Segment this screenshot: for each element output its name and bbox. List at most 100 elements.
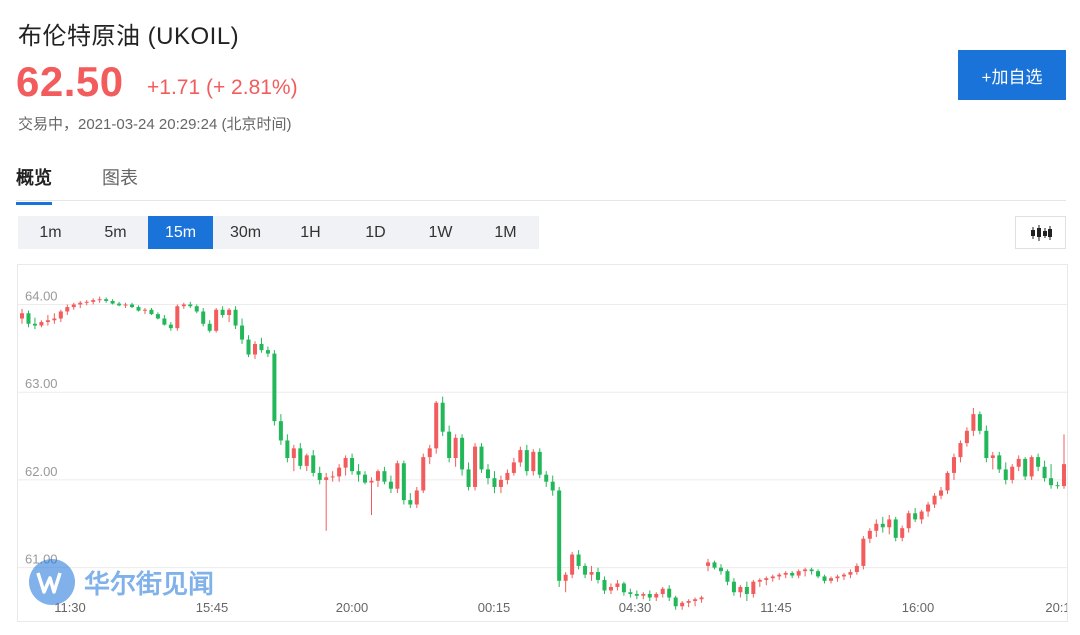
candle-body [809, 569, 814, 572]
interval-15m[interactable]: 15m [148, 216, 213, 249]
candle-body [796, 571, 801, 576]
candle-body [337, 467, 342, 477]
candle-body [744, 586, 749, 594]
interval-1h[interactable]: 1H [300, 223, 321, 241]
watermark: 华尔街见闻 [28, 558, 214, 606]
candle-body [803, 569, 808, 572]
candle-body [78, 302, 83, 305]
candle-body [816, 571, 821, 577]
candle-body [330, 476, 335, 478]
candle-body [783, 572, 788, 575]
candle-body [440, 402, 445, 432]
price-chart[interactable]: 64.00 63.00 62.00 61.00 11:30 15:45 20:00 00:15… [17, 264, 1068, 622]
candle-body [932, 495, 937, 505]
candle-body [822, 576, 827, 581]
y-tick-label: 64.00 [25, 288, 58, 303]
candle-body [104, 299, 109, 301]
candle-body [699, 597, 704, 600]
candle-body [388, 481, 393, 489]
candle-body [324, 477, 329, 480]
candle-body [725, 571, 730, 582]
candle-body [434, 402, 439, 449]
x-tick-label: 16:00 [902, 600, 935, 615]
interval-1w[interactable]: 1W [428, 223, 453, 241]
candle-body [660, 588, 665, 594]
candle-body [990, 455, 995, 459]
candle-body [26, 313, 31, 324]
candle-body [460, 437, 465, 470]
interval-1d[interactable]: 1D [365, 223, 386, 241]
candle-body [628, 592, 633, 594]
candle-body [162, 318, 167, 325]
candle-body [194, 306, 199, 312]
candle-body [667, 588, 672, 598]
candle-body [1061, 464, 1067, 487]
candle-body [608, 586, 613, 591]
candle-body [175, 306, 180, 329]
candle-body [770, 576, 775, 579]
interval-30m[interactable]: 30m [229, 223, 262, 241]
x-tick-label: 20:1 [1045, 600, 1067, 615]
candle-body [757, 579, 762, 582]
candle-body [900, 528, 905, 538]
instrument-title: 布伦特原油 (UKOIL) [18, 23, 240, 50]
x-tick-label: 11:45 [760, 600, 792, 615]
candle-body [1042, 466, 1047, 479]
candle-body [880, 523, 885, 528]
x-tick-label: 15:45 [196, 600, 229, 615]
candle-body [550, 481, 555, 491]
candle-body [505, 472, 510, 480]
candle-body [777, 574, 782, 577]
candle-body [971, 414, 976, 431]
candle-body [861, 538, 866, 566]
candle-body [45, 320, 50, 323]
chart-type-button[interactable] [1015, 216, 1066, 249]
candle-body [401, 463, 406, 501]
candle-body [492, 478, 497, 487]
candle-body [375, 471, 380, 481]
candle-body [634, 593, 639, 596]
y-tick-label: 62.00 [25, 464, 58, 479]
candle-body [893, 519, 898, 538]
interval-5m[interactable]: 5m [104, 223, 127, 241]
tab-bar: 概览 图表 [16, 160, 1066, 205]
candle-body [117, 303, 122, 306]
candle-body [252, 343, 258, 355]
candle-body [298, 448, 303, 466]
candle-body [356, 471, 361, 475]
candle-body [641, 593, 646, 596]
x-tick-label: 11:30 [54, 600, 86, 615]
candle-body [110, 300, 115, 304]
candle-body [207, 323, 212, 331]
add-watchlist-button[interactable]: +加自选 [958, 50, 1066, 100]
candle-body [97, 299, 102, 301]
candle-body [958, 443, 963, 458]
candle-body [790, 572, 795, 576]
tab-overview[interactable]: 概览 [16, 164, 52, 205]
candle-body [181, 304, 186, 307]
candle-body [58, 311, 63, 319]
candle-body [939, 490, 944, 496]
candle-body [1023, 458, 1028, 477]
candle-body [583, 565, 588, 575]
candle-body [52, 318, 57, 321]
candle-body [453, 437, 458, 459]
candle-body [291, 448, 296, 459]
candle-body [32, 323, 37, 326]
candle-body [738, 586, 743, 593]
candlestick-icon [1030, 224, 1052, 241]
candle-body [1049, 478, 1054, 486]
candle-body [414, 490, 419, 505]
candle-body [693, 599, 698, 601]
candle-body [473, 446, 478, 487]
candle-body [835, 576, 840, 579]
candle-body [421, 457, 426, 491]
candle-body [317, 472, 322, 480]
candle-body [1036, 457, 1041, 467]
x-tick-label: 00:15 [478, 600, 511, 615]
tab-chart[interactable]: 图表 [102, 168, 138, 188]
candle-body [951, 457, 956, 473]
interval-1m[interactable]: 1m [39, 223, 62, 241]
interval-1mo[interactable]: 1M [494, 223, 517, 241]
candle-body [615, 583, 620, 587]
